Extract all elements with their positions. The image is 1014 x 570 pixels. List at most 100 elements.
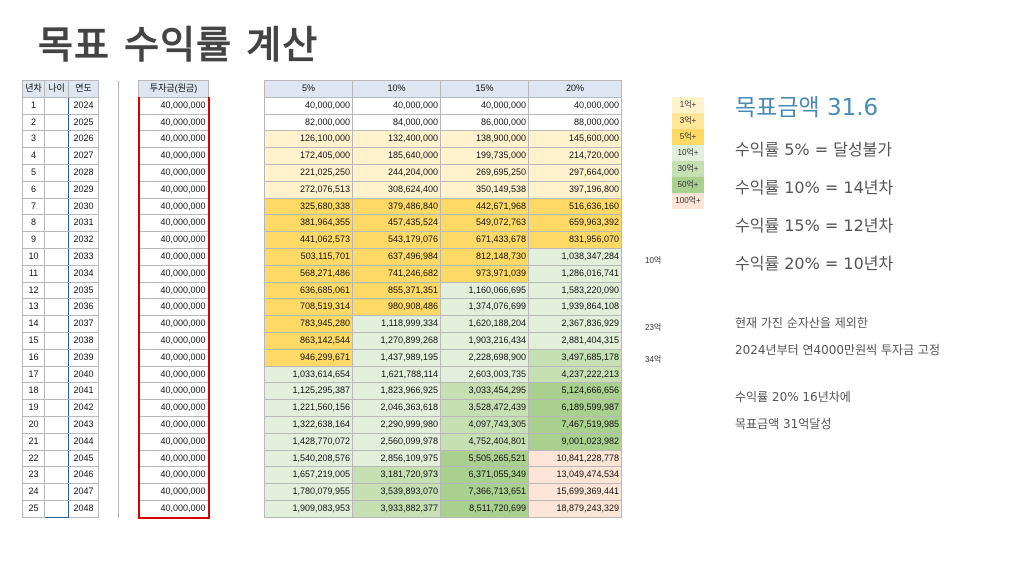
balance-cell: 325,680,338	[264, 197, 353, 216]
blank-cell	[98, 500, 119, 518]
investment-cell: 40,000,000	[137, 298, 210, 317]
table-row: 4 2027 40,000,000	[22, 147, 210, 165]
balance-cell: 9,001,023,982	[528, 432, 622, 451]
table-row: 6 2029 40,000,000	[22, 180, 210, 199]
year-cell: 2048	[68, 499, 99, 519]
balance-cell: 980,908,486	[352, 298, 441, 317]
balance-cell: 308,624,400	[352, 180, 441, 199]
note-line: 현재 가진 순자산을 제외한	[735, 316, 868, 330]
balance-cell: 4,237,222,213	[528, 365, 622, 384]
investment-cell: 40,000,000	[137, 147, 210, 165]
blank-cell	[98, 332, 119, 350]
table-row: 21 2044 40,000,000	[22, 432, 210, 451]
balance-cell: 1,118,999,334	[352, 315, 441, 333]
col-header-rate-15: 15%	[440, 80, 529, 98]
balance-cell: 1,909,083,953	[264, 499, 353, 518]
year-number-cell: 23	[22, 466, 45, 485]
rate-result-15: 수익률 15% = 12년차	[735, 216, 894, 235]
year-number-cell: 21	[22, 432, 45, 451]
balance-cell: 543,179,076	[352, 231, 441, 249]
rate-result-5: 수익률 5% = 달성불가	[735, 140, 893, 159]
year-number-cell: 5	[22, 163, 45, 182]
year-cell: 2040	[68, 365, 99, 384]
year-cell: 2027	[68, 147, 99, 165]
color-legend: 1억+ 3억+ 5억+ 10억+ 30억+ 50억+ 100억+	[672, 97, 704, 209]
investment-cell: 40,000,000	[137, 432, 210, 451]
table-row: 16 2039 40,000,000	[22, 348, 210, 367]
balance-cell: 6,371,055,349	[440, 466, 529, 485]
balance-cell: 40,000,000	[264, 96, 353, 115]
year-number-cell: 17	[22, 365, 45, 384]
table-row: 708,519,314 980,908,486 1,374,076,699 1,939…	[264, 298, 622, 317]
legend-item: 100억+	[672, 193, 704, 209]
col-header-rate-20: 20%	[528, 80, 622, 98]
balance-cell: 2,228,698,900	[440, 348, 529, 367]
blank-cell	[118, 231, 139, 249]
balance-cell: 2,603,003,735	[440, 365, 529, 384]
left-spreadsheet-table: 년차 나이 연도 투자금(원금) 1 2024 40,000,000 2 2025 40,…	[22, 80, 210, 519]
balance-cell: 2,560,099,978	[352, 432, 441, 451]
balance-cell: 503,115,701	[264, 247, 353, 266]
investment-cell: 40,000,000	[137, 365, 210, 384]
blank-cell	[98, 366, 119, 383]
blank-cell	[98, 399, 119, 417]
balance-cell: 1,374,076,699	[440, 298, 529, 317]
blank-cell	[98, 382, 119, 400]
age-cell	[44, 247, 69, 266]
table-row: 3 2026 40,000,000	[22, 130, 210, 149]
age-cell	[44, 449, 69, 468]
table-row: 783,945,280 1,118,999,334 1,620,188,204 2,3…	[264, 315, 622, 333]
age-cell	[44, 315, 69, 333]
table-row: 1,780,079,955 3,539,893,070 7,366,713,651 1…	[264, 483, 622, 501]
year-cell: 2041	[68, 382, 99, 401]
balance-cell: 126,100,000	[264, 130, 353, 149]
balance-cell: 397,196,800	[528, 180, 622, 199]
balance-cell: 221,025,250	[264, 163, 353, 182]
page-title: 목표 수익률 계산	[38, 23, 319, 67]
balance-cell: 272,076,513	[264, 180, 353, 199]
age-cell	[44, 382, 69, 401]
year-cell: 2031	[68, 214, 99, 233]
age-cell	[44, 214, 69, 233]
note-line: 목표금액 31억달성	[735, 417, 832, 431]
blank-cell	[118, 315, 139, 333]
blank-cell	[118, 382, 139, 400]
investment-cell: 40,000,000	[137, 163, 210, 182]
balance-cell: 18,879,243,329	[528, 499, 622, 518]
balance-cell: 1,903,216,434	[440, 331, 529, 350]
balance-cell: 1,038,347,284	[528, 247, 622, 266]
balance-cell: 172,405,000	[264, 147, 353, 165]
side-note-23: 23억	[645, 323, 662, 332]
investment-cell: 40,000,000	[137, 449, 210, 468]
age-cell	[44, 130, 69, 149]
balance-cell: 1,939,864,108	[528, 298, 622, 317]
table-row: 1,428,770,072 2,560,099,978 4,752,404,801 9…	[264, 432, 622, 451]
year-number-cell: 19	[22, 399, 45, 417]
table-row: 11 2034 40,000,000	[22, 264, 210, 283]
year-cell: 2044	[68, 432, 99, 451]
blank-cell	[118, 399, 139, 417]
table-row: 13 2036 40,000,000	[22, 298, 210, 317]
col-header-year: 연도	[68, 80, 99, 98]
blank-cell	[98, 97, 119, 115]
blank-cell	[98, 433, 119, 451]
balance-cell: 8,511,720,699	[440, 499, 529, 518]
investment-cell: 40,000,000	[137, 466, 210, 485]
balance-cell: 1,033,614,654	[264, 365, 353, 384]
table-row: 23 2046 40,000,000	[22, 466, 210, 485]
investment-cell: 40,000,000	[137, 180, 210, 199]
returns-header-row: 5% 10% 15% 20%	[264, 80, 622, 98]
year-cell: 2030	[68, 197, 99, 216]
blank-cell	[118, 433, 139, 451]
investment-cell: 40,000,000	[137, 382, 210, 401]
balance-cell: 3,497,685,178	[528, 348, 622, 367]
blank-cell	[98, 315, 119, 333]
col-header-age: 나이	[44, 80, 69, 98]
info-panel: 목표금액 31.6 수익률 5% = 달성불가 수익률 10% = 14년차 수…	[735, 88, 940, 442]
balance-cell: 2,856,109,975	[352, 449, 441, 468]
blank-cell	[118, 349, 139, 367]
table-row: 172,405,000 185,640,000 199,735,000 214,720…	[264, 147, 622, 165]
blank-cell	[98, 198, 119, 215]
blank-cell	[98, 483, 119, 501]
year-number-cell: 18	[22, 382, 45, 401]
